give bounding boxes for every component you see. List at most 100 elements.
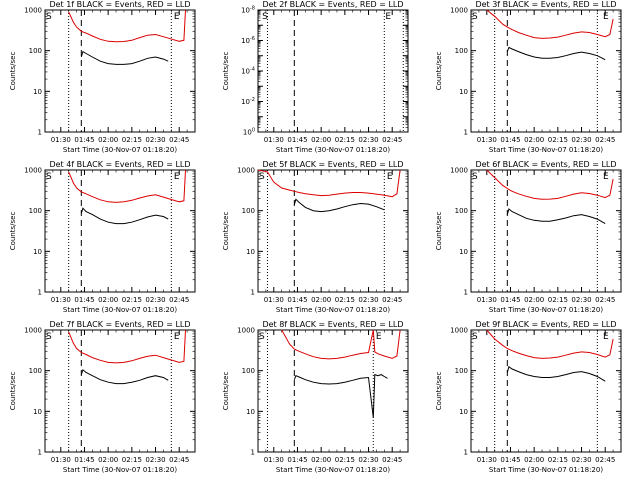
x-tick-label: 02:00 [311,456,331,464]
y-axis-label: Counts/sec [222,52,230,91]
x-tick-label: 02:00 [311,296,331,304]
x-tick-label: 02:45 [382,456,402,464]
y-tick-label: 1000 [237,327,255,335]
panel-title: Det 2f BLACK = Events, RED = LLD [262,0,403,9]
x-tick-label: 01:30 [264,296,284,304]
plot-frame [470,169,622,293]
x-tick-label: 02:00 [98,136,118,144]
x-tick-label: 02:15 [335,136,355,144]
panel-title: Det 1f BLACK = Events, RED = LLD [49,0,190,9]
marker-s: S [259,332,265,342]
y-tick-label: 100 [29,367,42,375]
x-tick-label: 02:45 [595,456,615,464]
y-axis-label: Counts/sec [222,212,230,251]
y-tick-label: 10 [459,408,468,416]
y-axis-label: Counts/sec [222,372,230,411]
marker-e: E [174,172,180,182]
lld-series-line [486,169,614,200]
x-tick-label: 02:45 [382,136,402,144]
marker-e: E [603,332,609,342]
marker-s: S [262,12,268,22]
x-tick-label: 01:45 [74,296,94,304]
x-axis-label: Start Time (30-Nov-07 01:18:20) [63,306,177,314]
y-tick-label: 1 [38,129,42,137]
x-tick-label: 01:30 [477,296,497,304]
y-tick-label: 100 [242,207,255,215]
y-tick-label: 100 [29,207,42,215]
y-tick-label: 10-8 [241,6,255,15]
marker-s: S [472,172,478,182]
events-series-line [80,50,169,65]
x-tick-label: 01:45 [500,136,520,144]
lld-series-line [486,9,614,39]
y-tick-label: 10-2 [241,97,255,106]
lld-series-line [486,329,614,359]
plot-frame [470,9,622,133]
x-tick-label: 02:15 [548,456,568,464]
y-tick-label: 1000 [450,167,468,175]
events-series-line [293,198,385,213]
y-tick-label: 1000 [450,7,468,15]
x-tick-label: 01:30 [477,136,497,144]
x-tick-label: 02:15 [122,456,142,464]
y-tick-label: 100 [455,207,468,215]
plot-frame [257,169,409,293]
panel-det-2: Det 2f BLACK = Events, RED = LLD 100 10-2 1… [222,0,409,154]
lld-series-line [68,329,186,364]
x-tick-label: 01:45 [74,136,94,144]
marker-e: E [174,12,180,22]
x-tick-label: 02:30 [571,296,591,304]
y-axis-label: Counts/sec [9,212,17,251]
x-tick-label: 02:15 [548,136,568,144]
y-tick-label: 1 [38,449,42,457]
y-tick-label: 1000 [24,7,42,15]
marker-e: E [603,172,609,182]
marker-e: E [376,332,382,342]
x-tick-label: 02:15 [335,456,355,464]
plot-frame [257,329,409,453]
x-tick-label: 02:45 [595,296,615,304]
x-tick-label: 01:45 [287,136,307,144]
x-tick-label: 02:00 [98,296,118,304]
y-tick-label: 1000 [24,327,42,335]
x-tick-label: 02:30 [145,136,165,144]
x-axis-label: Start Time (30-Nov-07 01:18:20) [489,306,603,314]
x-axis-label: Start Time (30-Nov-07 01:18:20) [276,146,390,154]
y-axis-label: Counts/sec [435,212,443,251]
x-tick-label: 01:30 [477,456,497,464]
plot-frame [470,329,622,453]
panel-det-5: Det 5f BLACK = Events, RED = LLD 1 10 100 10… [222,160,409,314]
x-tick-label: 02:30 [358,296,378,304]
x-tick-label: 01:30 [264,456,284,464]
panel-title: Det 4f BLACK = Events, RED = LLD [49,160,190,169]
y-tick-label: 100 [455,367,468,375]
x-tick-label: 01:30 [51,456,71,464]
panel-title: Det 3f BLACK = Events, RED = LLD [475,0,616,9]
panel-title: Det 9f BLACK = Events, RED = LLD [475,320,616,329]
x-tick-label: 02:30 [358,456,378,464]
x-tick-label: 01:30 [51,136,71,144]
lld-series-line [68,9,186,43]
marker-e: E [385,12,391,22]
x-tick-label: 02:30 [145,456,165,464]
x-tick-label: 01:30 [264,136,284,144]
events-series-line [80,207,169,225]
x-tick-label: 02:45 [595,136,615,144]
events-series-line [80,368,169,385]
y-tick-label: 1 [38,289,42,297]
y-axis-label: Counts/sec [435,372,443,411]
x-tick-label: 02:00 [524,296,544,304]
panel-det-7: Det 7f BLACK = Events, RED = LLD 1 10 100 10… [9,320,196,474]
marker-e: E [387,172,393,182]
marker-s: S [46,12,52,22]
lld-series-line [257,169,401,198]
panel-title: Det 8f BLACK = Events, RED = LLD [262,320,403,329]
y-tick-label: 1 [464,129,468,137]
x-tick-label: 02:00 [524,456,544,464]
panel-det-6: Det 6f BLACK = Events, RED = LLD 1 10 100 10… [435,160,622,314]
x-tick-label: 02:15 [335,296,355,304]
x-tick-label: 02:45 [169,136,189,144]
panel-det-4: Det 4f BLACK = Events, RED = LLD 1 10 100 10… [9,160,196,314]
x-axis-label: Start Time (30-Nov-07 01:18:20) [276,466,390,474]
events-series-line [506,365,606,382]
